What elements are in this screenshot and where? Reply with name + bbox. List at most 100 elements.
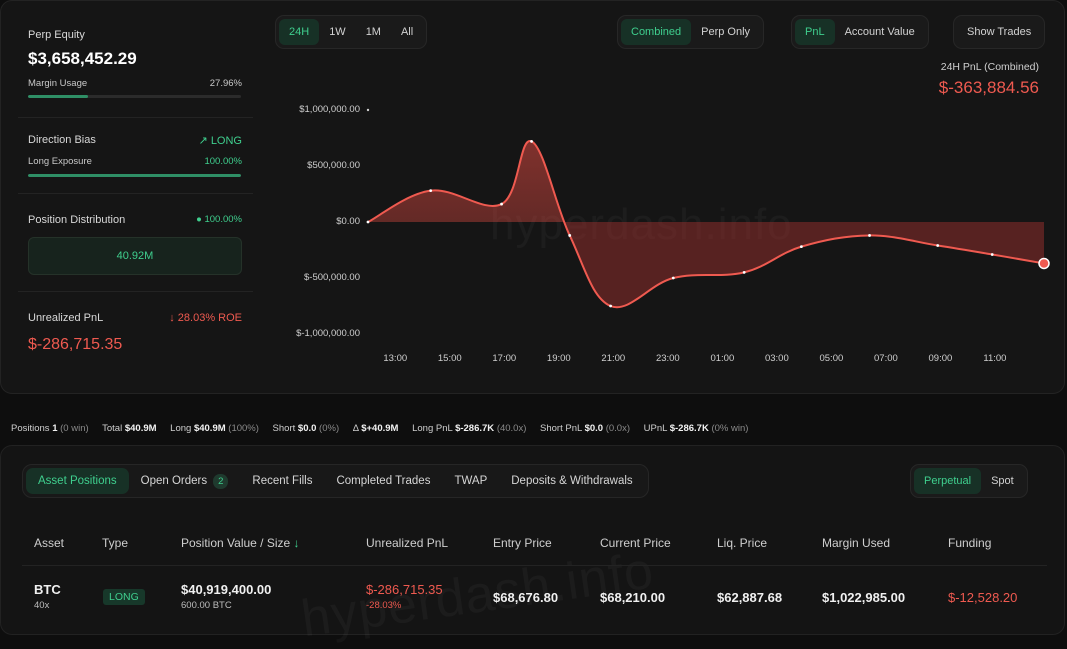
tab-open-orders[interactable]: Open Orders 2	[129, 468, 241, 494]
long-exposure-value: 100.00%	[204, 156, 242, 167]
stat-value: $40.9M	[124, 423, 157, 434]
row-leverage: 40x	[34, 600, 50, 611]
stat-note: (100%)	[228, 423, 259, 434]
row-unrealized: $-286,715.35	[366, 582, 443, 597]
unrealized-pnl-row: Unrealized PnL ↓ 28.03% ROE	[28, 312, 242, 324]
perp-equity-label: Perp Equity	[28, 29, 85, 41]
direction-bias-label: Direction Bias	[28, 134, 96, 146]
stat-label: Δ	[352, 423, 359, 434]
col-position-value[interactable]: Position Value / Size ↓	[181, 536, 300, 550]
stat-label: Short	[272, 423, 296, 434]
col-position-value-label: Position Value / Size	[181, 536, 291, 550]
row-liq-price: $62,887.68	[717, 590, 783, 605]
divider	[18, 117, 253, 118]
chart-pnl-value: $-363,884.56	[938, 78, 1039, 97]
y-tick-label: $1,000,000.00	[299, 104, 360, 115]
tab-asset-positions[interactable]: Asset Positions	[26, 468, 129, 494]
perp-equity-value: $3,658,452.29	[28, 49, 137, 68]
metric-account-value[interactable]: Account Value	[844, 26, 915, 38]
x-tick-label: 05:00	[819, 353, 844, 364]
view-combined[interactable]: Combined	[621, 19, 692, 45]
unrealized-roe-wrap: ↓ 28.03% ROE	[169, 312, 242, 324]
stat-label: UPnL	[643, 423, 668, 434]
stat-value: $0.0	[584, 423, 604, 434]
stat-label: Positions	[11, 423, 50, 434]
col-funding[interactable]: Funding	[948, 536, 992, 550]
timeframe-selector: 24H 1W 1M All	[275, 15, 428, 49]
stat-value: $40.9M	[193, 423, 226, 434]
position-distribution-value-wrap: ● 100.00%	[196, 214, 242, 225]
stat-note: (40.0x)	[496, 423, 527, 434]
margin-usage-label: Margin Usage	[28, 78, 88, 89]
dot-icon: ●	[196, 214, 202, 225]
timeframe-1w[interactable]: 1W	[329, 26, 346, 38]
header-divider	[22, 565, 1047, 566]
col-current-price[interactable]: Current Price	[600, 536, 671, 550]
col-asset[interactable]: Asset	[34, 536, 65, 550]
stat-label: Long	[170, 423, 192, 434]
margin-usage-value: 27.96%	[209, 78, 242, 89]
x-tick-label: 03:00	[764, 353, 789, 364]
col-margin-used[interactable]: Margin Used	[822, 536, 891, 550]
timeframe-1m[interactable]: 1M	[365, 26, 381, 38]
x-tick-label: 21:00	[601, 353, 626, 364]
perpetual-toggle[interactable]: Perpetual	[914, 468, 982, 494]
stat-note: (0%)	[319, 423, 340, 434]
row-unrealized-pct: -28.03%	[366, 600, 402, 611]
y-tick-label: $-1,000,000.00	[296, 328, 360, 339]
metric-mode-selector: PnL Account Value	[791, 15, 929, 49]
row-current-price: $68,210.00	[600, 590, 666, 605]
long-exposure-fill	[28, 174, 241, 177]
col-type[interactable]: Type	[102, 536, 129, 550]
margin-usage-bar	[28, 95, 241, 98]
spot-toggle[interactable]: Spot	[991, 475, 1014, 487]
y-tick-label: $500,000.00	[307, 160, 360, 171]
y-tick-label: $0.00	[336, 216, 360, 227]
sort-arrow-down-icon: ↓	[293, 536, 300, 550]
row-entry-price: $68,676.80	[493, 590, 559, 605]
tab-recent-fills[interactable]: Recent Fills	[252, 475, 313, 487]
stat-label: Long PnL	[412, 423, 453, 434]
position-distribution-label: Position Distribution	[28, 214, 126, 226]
row-type-badge: LONG	[103, 589, 145, 605]
divider	[18, 193, 253, 194]
direction-bias-value: LONG	[210, 135, 242, 147]
tab-twap[interactable]: TWAP	[454, 475, 488, 487]
positions-stats-bar: Positions 1 (0 win) Total $40.9M Long $4…	[11, 423, 759, 434]
x-tick-label: 23:00	[655, 353, 680, 364]
stat-value: $+40.9M	[361, 423, 399, 434]
unrealized-roe: 28.03% ROE	[177, 312, 242, 324]
position-distribution-amount: 40.92M	[116, 250, 154, 262]
unrealized-pnl-value: $-286,715.35	[28, 336, 123, 353]
divider	[18, 291, 253, 292]
tab-open-orders-label: Open Orders	[140, 475, 208, 487]
arrow-down-icon: ↓	[169, 312, 175, 324]
direction-bias-row: Direction Bias ↗ LONG	[28, 134, 242, 147]
col-unrealized-pnl[interactable]: Unrealized PnL	[366, 536, 449, 550]
x-tick-label: 17:00	[492, 353, 517, 364]
timeframe-24h[interactable]: 24H	[279, 19, 320, 45]
tab-deposits-withdrawals[interactable]: Deposits & Withdrawals	[511, 475, 633, 487]
tab-completed-trades[interactable]: Completed Trades	[336, 475, 431, 487]
position-distribution-value: 100.00%	[204, 214, 242, 225]
position-distribution-bar[interactable]: 40.92M	[28, 237, 242, 275]
stat-label: Short PnL	[540, 423, 582, 434]
position-distribution-row: Position Distribution ● 100.00%	[28, 214, 242, 226]
stat-value: 1	[52, 423, 58, 434]
positions-tabs: Asset Positions Open Orders 2 Recent Fill…	[22, 464, 649, 498]
x-tick-label: 19:00	[546, 353, 571, 364]
trending-up-icon: ↗	[198, 135, 208, 147]
stat-value: $0.0	[297, 423, 317, 434]
stat-label: Total	[102, 423, 123, 434]
show-trades-button[interactable]: Show Trades	[967, 26, 1032, 38]
timeframe-all[interactable]: All	[400, 26, 414, 38]
metric-pnl[interactable]: PnL	[795, 19, 835, 45]
view-perp-only[interactable]: Perp Only	[701, 26, 751, 38]
show-trades-wrap: Show Trades	[953, 15, 1046, 49]
row-funding: $-12,528.20	[948, 590, 1018, 605]
col-entry-price[interactable]: Entry Price	[493, 536, 552, 550]
margin-usage-fill	[28, 95, 88, 98]
direction-bias-value-wrap: ↗ LONG	[199, 134, 242, 147]
col-liq-price[interactable]: Liq. Price	[717, 536, 768, 550]
stat-note: (0.0x)	[605, 423, 631, 434]
